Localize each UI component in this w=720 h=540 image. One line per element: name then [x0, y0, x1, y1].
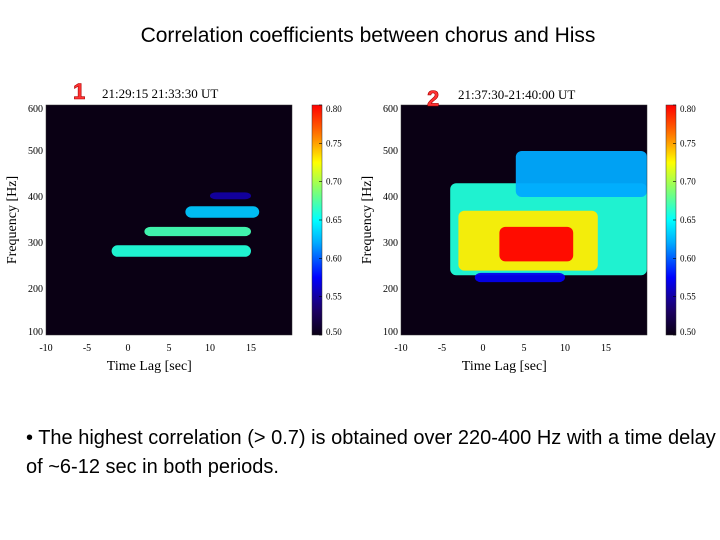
y-tick-label: 400: [28, 192, 43, 203]
x-tick-label: -5: [83, 343, 91, 354]
y-tick-label: 300: [28, 238, 43, 249]
y-tick-label: 300: [383, 238, 398, 249]
colorbar-tick-label: 0.50: [326, 327, 342, 337]
colorbar-tick-label: 0.70: [326, 177, 342, 187]
x-tick-label: 10: [560, 343, 570, 354]
x-tick-label: 5: [522, 343, 527, 354]
x-tick-label: 5: [167, 343, 172, 354]
x-tick-label: 0: [126, 343, 131, 354]
heatmap-cell-1: [111, 245, 251, 257]
x-tick-label: 0: [481, 343, 486, 354]
plot-frame: [45, 104, 293, 336]
x-tick-label: -5: [438, 343, 446, 354]
y-tick-label: 600: [383, 104, 398, 115]
heatmap-cell-3: [515, 151, 647, 197]
heatmap-cell-4: [499, 226, 574, 262]
x-axis-label: Time Lag [sec]: [107, 359, 192, 374]
heatmap-cell-3: [185, 206, 260, 218]
colorbar-tick-label: 0.80: [326, 104, 342, 114]
colorbar-tick-label: 0.75: [326, 138, 342, 148]
heatmap-cell-5: [474, 272, 565, 283]
heatmap-cells: [111, 192, 260, 257]
heatmap-panel-2: -10 -5 0 5 10 15 100 200 300 400 500 600 Time Lag [s…: [360, 86, 696, 374]
colorbar-tick-label: 0.50: [680, 327, 696, 337]
colorbar-tick-label: 0.65: [326, 215, 342, 225]
heatmap-background: [46, 105, 292, 335]
colorbar-tick-label: 0.60: [680, 253, 696, 263]
colorbar-tick-label: 0.60: [326, 253, 342, 263]
y-tick-label: 100: [383, 327, 398, 338]
y-axis-label: Frequency [Hz]: [360, 176, 375, 264]
panel-number-label: 2: [427, 86, 439, 111]
x-axis-label: Time Lag [sec]: [462, 359, 547, 374]
colorbar-tick-label: 0.55: [326, 292, 342, 302]
heatmap-panel-1: -10 -5 0 5 10 15 100 200 300 400 500 600 Time Lag [s…: [5, 79, 342, 374]
colorbar-tick-label: 0.70: [680, 177, 696, 187]
y-tick-label: 500: [383, 146, 398, 157]
y-tick-label: 200: [383, 284, 398, 295]
x-tick-label: 10: [205, 343, 215, 354]
x-tick-label: 15: [601, 343, 611, 354]
colorbar-tick-label: 0.55: [680, 292, 696, 302]
y-tick-label: 500: [28, 146, 43, 157]
y-tick-label: 200: [28, 284, 43, 295]
slide-title: Correlation coefficients between chorus …: [140, 24, 596, 47]
bullet-text: • The highest correlation (> 0.7) is obt…: [26, 427, 716, 478]
time-range-label: 21:29:15 21:33:30 UT: [102, 86, 218, 101]
x-tick-label: 15: [246, 343, 256, 354]
colorbar-tick-label: 0.75: [680, 138, 696, 148]
x-tick-label: -10: [39, 343, 52, 354]
y-tick-label: 400: [383, 192, 398, 203]
heatmap-cell-4: [210, 192, 251, 200]
colorbar-tick-label: 0.65: [680, 215, 696, 225]
y-tick-label: 100: [28, 327, 43, 338]
time-range-label: 21:37:30-21:40:00 UT: [458, 87, 575, 102]
plot-frame: [400, 104, 648, 336]
heatmap-cell-2: [144, 226, 251, 237]
panel-number-label: 1: [73, 79, 85, 104]
y-tick-label: 600: [28, 104, 43, 115]
heatmap-cells: [450, 151, 647, 283]
colorbar-tick-label: 0.80: [680, 104, 696, 114]
y-axis-label: Frequency [Hz]: [5, 176, 20, 264]
x-tick-label: -10: [394, 343, 407, 354]
